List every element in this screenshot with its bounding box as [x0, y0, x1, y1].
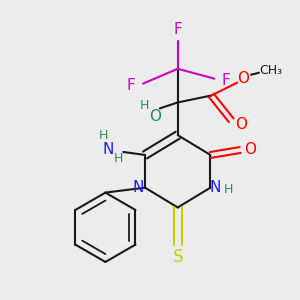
Text: H: H — [114, 152, 123, 165]
Text: F: F — [127, 78, 136, 93]
Text: S: S — [172, 248, 183, 266]
Text: O: O — [244, 142, 256, 158]
Text: N: N — [132, 180, 144, 195]
Text: O: O — [235, 117, 247, 132]
Text: F: F — [173, 22, 182, 37]
Text: O: O — [237, 71, 249, 86]
Text: H: H — [224, 183, 233, 196]
Text: F: F — [222, 73, 231, 88]
Text: CH₃: CH₃ — [259, 64, 282, 77]
Text: N: N — [103, 142, 114, 157]
Text: H: H — [140, 99, 149, 112]
Text: O: O — [149, 109, 161, 124]
Text: N: N — [210, 180, 221, 195]
Text: H: H — [99, 129, 108, 142]
